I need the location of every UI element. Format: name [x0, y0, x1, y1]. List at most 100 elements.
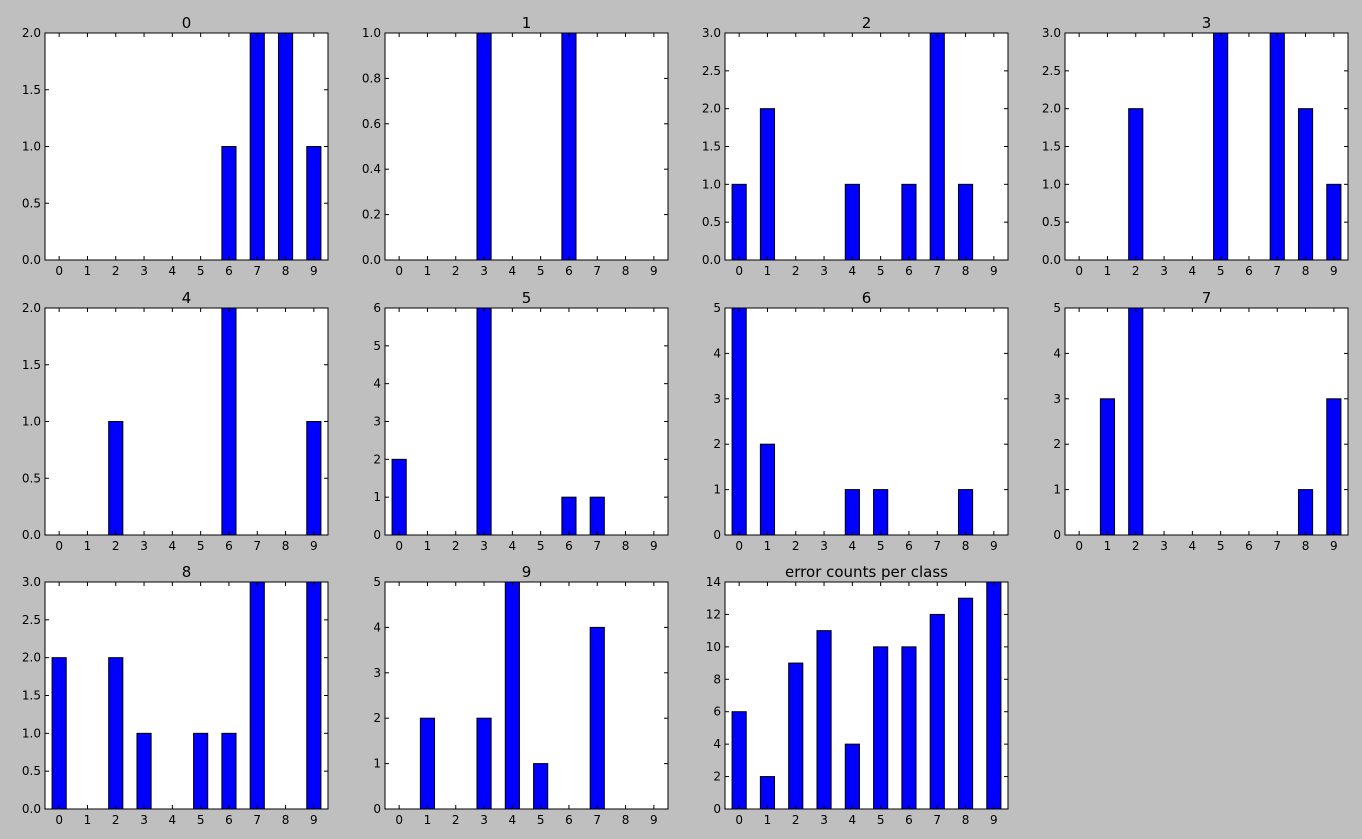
y-tick-label: 14 — [706, 575, 721, 589]
x-tick-label: 5 — [537, 539, 545, 553]
x-tick-label: 1 — [84, 539, 92, 553]
x-tick-label: 3 — [480, 264, 488, 278]
x-tick-label: 2 — [452, 813, 460, 827]
x-tick-label: 6 — [905, 813, 913, 827]
y-tick-label: 4 — [373, 620, 381, 634]
bar-9 — [306, 421, 322, 536]
bar-2 — [1128, 307, 1144, 536]
bar-6 — [901, 646, 917, 810]
subplot-9: 9 0 1 2 3 4 5 6 7 8 9 0 1 2 3 4 5 — [373, 563, 669, 827]
bar-5 — [533, 763, 549, 810]
x-tick-label: 4 — [169, 813, 177, 827]
axes-frame — [724, 581, 1009, 810]
y-tick-label: 0 — [373, 802, 381, 816]
plot-area — [45, 308, 328, 535]
bar-0 — [731, 711, 747, 810]
subplot-2: 2 0 1 2 3 4 5 6 7 8 9 0.0 0.5 1.0 1.5 2.0 2.5 3.0 — [702, 14, 1009, 278]
plot-area — [385, 308, 668, 535]
subplot-3: 3 0 1 2 3 4 5 6 7 8 9 0.0 0.5 1.0 1.5 2.0 2.5 3.0 — [1042, 14, 1349, 278]
y-tick-label: 0.0 — [22, 253, 41, 267]
x-tick-label: 1 — [764, 539, 772, 553]
x-tick-label: 9 — [1330, 264, 1338, 278]
y-tick-label: 4 — [713, 346, 721, 360]
bar-5 — [873, 646, 889, 810]
x-tick-label: 4 — [509, 813, 517, 827]
x-tick-label: 9 — [1330, 539, 1338, 553]
y-tick-label: 1.0 — [1042, 177, 1061, 191]
y-tick-label: 3 — [373, 666, 381, 680]
bar-8 — [957, 489, 974, 536]
bar-1 — [759, 108, 776, 261]
y-tick-label: 1.0 — [362, 26, 381, 40]
x-tick-label: 4 — [509, 539, 517, 553]
x-tick-label: 6 — [565, 539, 573, 553]
bar-2 — [788, 662, 804, 810]
x-tick-label: 8 — [282, 539, 290, 553]
y-tick-label: 12 — [706, 607, 721, 621]
x-tick-label: 3 — [140, 264, 148, 278]
x-tick-label: 5 — [197, 813, 205, 827]
bar-3 — [476, 307, 492, 536]
x-tick-label: 7 — [593, 813, 601, 827]
x-tick-label: 9 — [650, 813, 658, 827]
x-tick-label: 5 — [877, 264, 885, 278]
y-tick-label: 2.0 — [702, 102, 721, 116]
x-tick-label: 8 — [622, 813, 630, 827]
y-tick-label: 3.0 — [1042, 26, 1061, 40]
y-tick-label: 0.0 — [362, 253, 381, 267]
bar-7 — [589, 626, 605, 810]
y-tick-label: 1 — [713, 483, 721, 497]
subplot-0: 0 0 1 2 3 4 5 6 7 8 9 0.0 0.5 1.0 1.5 2.0 — [22, 14, 329, 278]
x-tick-label: 2 — [112, 539, 120, 553]
x-tick-label: 3 — [1160, 539, 1168, 553]
subplot-title: 0 — [182, 14, 192, 32]
bar-7 — [249, 32, 265, 261]
x-tick-label: 3 — [480, 813, 488, 827]
x-tick-label: 4 — [849, 813, 857, 827]
y-tick-label: 0.0 — [22, 528, 41, 542]
y-tick-label: 5 — [1053, 301, 1061, 315]
x-tick-label: 6 — [1245, 539, 1253, 553]
y-tick-label: 1.5 — [22, 83, 41, 97]
x-tick-label: 3 — [140, 813, 148, 827]
y-tick-label: 0 — [713, 528, 721, 542]
x-tick-label: 1 — [1104, 539, 1112, 553]
x-tick-label: 0 — [395, 539, 403, 553]
x-tick-label: 2 — [112, 813, 120, 827]
y-tick-label: 2.5 — [702, 64, 721, 78]
x-tick-label: 3 — [820, 539, 828, 553]
subplot-title: 5 — [522, 289, 532, 307]
y-tick-label: 1.5 — [22, 358, 41, 372]
bar-4 — [844, 743, 860, 810]
bar-9 — [986, 581, 1002, 810]
x-tick-label: 6 — [905, 264, 913, 278]
x-tick-label: 1 — [424, 539, 432, 553]
axes-frame — [1064, 32, 1349, 261]
x-tick-label: 8 — [1302, 264, 1310, 278]
x-tick-label: 8 — [962, 264, 970, 278]
bar-4 — [844, 489, 860, 536]
x-tick-label: 3 — [820, 264, 828, 278]
y-tick-label: 2.5 — [1042, 64, 1061, 78]
bar-5 — [193, 732, 209, 810]
x-tick-label: 7 — [933, 264, 941, 278]
x-tick-label: 5 — [197, 539, 205, 553]
y-tick-label: 1.0 — [702, 177, 721, 191]
x-tick-label: 5 — [877, 539, 885, 553]
y-tick-label: 2 — [713, 770, 721, 784]
x-tick-label: 9 — [990, 539, 998, 553]
x-tick-label: 0 — [55, 813, 63, 827]
x-tick-label: 5 — [1217, 539, 1225, 553]
subplot-7: 7 0 1 2 3 4 5 6 7 8 9 0 1 2 3 4 5 — [1053, 289, 1349, 553]
subplot-6: 6 0 1 2 3 4 5 6 7 8 9 0 1 2 3 4 5 — [713, 289, 1009, 553]
x-tick-label: 9 — [990, 264, 998, 278]
y-tick-label: 3 — [713, 392, 721, 406]
x-tick-label: 7 — [933, 813, 941, 827]
y-tick-label: 8 — [713, 672, 721, 686]
y-tick-label: 1.5 — [22, 689, 41, 703]
bar-7 — [929, 32, 945, 261]
subplot-title: error counts per class — [785, 563, 948, 581]
y-tick-label: 0 — [713, 802, 721, 816]
y-tick-label: 2 — [373, 452, 381, 466]
